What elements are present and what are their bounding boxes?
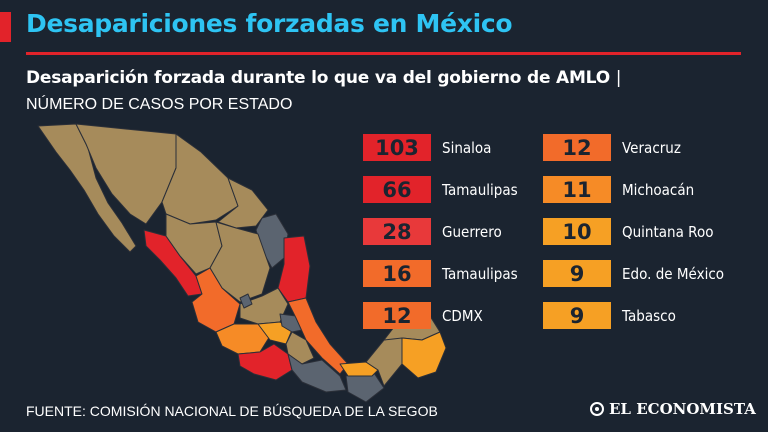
map-state-chihuahua <box>161 133 239 225</box>
ranking-row: 103 Sinaloa <box>363 134 497 161</box>
source-footer: FUENTE: COMISIÓN NACIONAL DE BÚSQUEDA DE… <box>26 403 438 419</box>
subtitle-separator: | <box>615 68 622 88</box>
ranking-row: 66 Tamaulipas <box>363 176 526 203</box>
ranking-value: 10 <box>543 218 611 245</box>
ranking-value: 12 <box>543 134 611 161</box>
ranking-value: 16 <box>363 260 431 287</box>
ranking-row: 9 Tabasco <box>543 302 682 329</box>
page-title: Desapariciones forzadas en México <box>26 9 513 38</box>
ranking-state: Tabasco <box>622 306 676 325</box>
map-state-coahuila <box>217 177 269 229</box>
map-state-michoacan <box>215 323 271 355</box>
ranking-row: 12 CDMX <box>363 302 487 329</box>
map-state-zacatecas <box>209 221 271 303</box>
ranking-value: 28 <box>363 218 431 245</box>
brand-name: EL ECONOMISTA <box>609 400 756 418</box>
ranking-state: Guerrero <box>442 222 502 241</box>
map-state-quintana-roo <box>401 331 447 379</box>
map-state-queretaro <box>239 293 253 309</box>
ranking-state: Michoacán <box>622 180 695 199</box>
chart-subtitle: Desaparición forzada durante lo que va d… <box>26 68 621 88</box>
ranking-value: 9 <box>543 260 611 287</box>
ranking-value: 66 <box>363 176 431 203</box>
ranking-state: Sinaloa <box>442 138 492 157</box>
ranking-row: 12 Veracruz <box>543 134 687 161</box>
brand-logo: EL ECONOMISTA <box>590 400 756 418</box>
map-state-tabasco <box>339 361 379 377</box>
header-accent-bar <box>0 12 11 42</box>
map-state-guanajuato <box>239 287 289 325</box>
mexico-map <box>37 123 447 403</box>
subtitle-secondary: NÚMERO DE CASOS POR ESTADO <box>26 96 293 113</box>
ranking-state: Veracruz <box>622 138 681 157</box>
ranking-state: Tamaulipas <box>442 180 518 199</box>
ranking-row: 10 Quintana Roo <box>543 218 724 245</box>
ranking-state: Tamaulipas <box>442 264 518 283</box>
ranking-value: 103 <box>363 134 431 161</box>
ranking-value: 9 <box>543 302 611 329</box>
subtitle-main: Desaparición forzada durante lo que va d… <box>26 68 610 88</box>
ranking-row: 9 Edo. de México <box>543 260 735 287</box>
ranking-state: Edo. de México <box>622 264 725 283</box>
ranking-value: 11 <box>543 176 611 203</box>
ranking-state: CDMX <box>442 306 483 325</box>
ranking-row: 16 Tamaulipas <box>363 260 526 287</box>
map-state-oaxaca <box>287 353 347 393</box>
ranking-row: 28 Guerrero <box>363 218 508 245</box>
logo-icon <box>590 402 604 416</box>
header-divider <box>26 52 741 55</box>
ranking-value: 12 <box>363 302 431 329</box>
ranking-state: Quintana Roo <box>622 222 714 241</box>
ranking-row: 11 Michoacán <box>543 176 702 203</box>
